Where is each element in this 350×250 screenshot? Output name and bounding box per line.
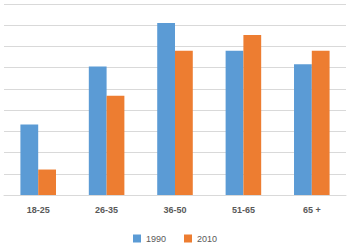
svg-text:36-50: 36-50	[163, 205, 186, 215]
svg-text:51-65: 51-65	[232, 205, 255, 215]
svg-text:18-25: 18-25	[27, 205, 50, 215]
svg-text:65 +: 65 +	[303, 205, 321, 215]
svg-text:1990: 1990	[146, 234, 166, 244]
svg-text:26-35: 26-35	[95, 205, 118, 215]
svg-text:2010: 2010	[197, 234, 217, 244]
